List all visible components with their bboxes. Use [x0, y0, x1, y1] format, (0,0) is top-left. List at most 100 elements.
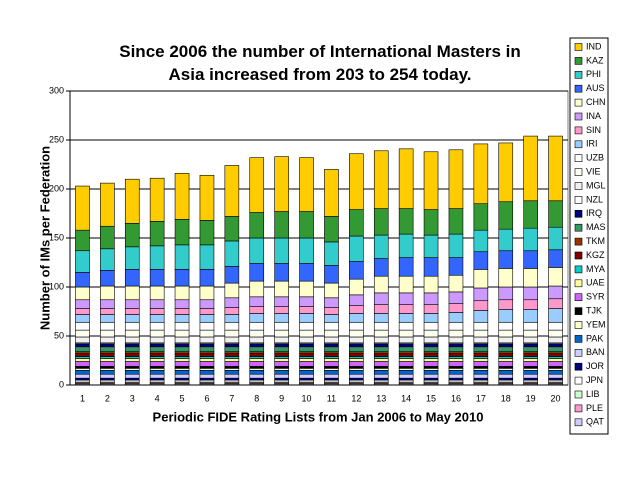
bar-segment: [523, 343, 538, 348]
bar-segment: [349, 261, 364, 280]
bar-segment: [448, 353, 464, 357]
bar-segment: [174, 314, 190, 323]
legend-label: JOR: [586, 361, 605, 371]
bar-segment: [149, 329, 165, 338]
bar-segment: [249, 358, 265, 362]
bar-segment: [548, 343, 563, 348]
legend-swatch: [574, 196, 583, 204]
bar-segment: [349, 321, 364, 331]
y-axis-label: Number of IMs per Federation: [37, 146, 52, 330]
bar-segment: [398, 292, 414, 305]
legend-label: KGZ: [586, 250, 605, 260]
bar-segment: [174, 219, 190, 246]
bar-segment: [75, 373, 90, 379]
bar-segment: [199, 361, 215, 367]
bar-segment: [398, 304, 414, 314]
bar-segment: [373, 346, 389, 352]
bar-segment: [349, 209, 364, 237]
bar-segment: [423, 313, 439, 323]
bar-segment: [274, 346, 289, 352]
legend-label: MGL: [586, 180, 606, 190]
legend-label: JPN: [586, 375, 603, 385]
bar-segment: [473, 336, 489, 344]
bar-segment: [224, 307, 240, 315]
bar-segment: [523, 286, 538, 301]
bar-segment: [100, 369, 115, 375]
bar-segment: [174, 373, 190, 379]
bar-segment: [498, 286, 514, 301]
bar-segment: [249, 361, 265, 367]
bar-segment: [498, 353, 514, 357]
bar-segment: [548, 321, 563, 331]
bar-segment: [398, 233, 414, 258]
bar-segment: [199, 308, 215, 315]
bar-segment: [448, 336, 464, 344]
bar-segment: [100, 373, 115, 379]
bar-segment: [448, 149, 464, 209]
legend-label: TJK: [586, 305, 602, 315]
bar-segment: [224, 369, 240, 375]
bar-segment: [224, 343, 240, 348]
bar-segment: [373, 208, 389, 236]
bar-segment: [349, 369, 364, 375]
bar-segment: [199, 174, 215, 221]
legend-label: MYA: [586, 264, 605, 274]
bar-segment: [324, 307, 339, 315]
bar-segment: [548, 285, 563, 300]
bar-segment: [75, 185, 90, 231]
bar-segment: [274, 263, 289, 282]
bar-segment: [423, 209, 439, 236]
bar-segment: [124, 308, 140, 315]
y-tick-label: 250: [49, 134, 64, 144]
bar-segment: [498, 268, 514, 288]
bar-segment: [249, 313, 265, 323]
bar-segment: [124, 223, 140, 248]
bar-segment: [149, 343, 165, 348]
bar-segment: [473, 321, 489, 331]
legend-swatch: [574, 98, 583, 107]
bar-segment: [548, 200, 563, 228]
x-tick-label: 12: [351, 393, 361, 403]
bar-segment: [174, 173, 190, 220]
bar-segment: [199, 299, 215, 309]
bar-segment: [324, 329, 339, 338]
bar-segment: [498, 142, 514, 203]
bar-segment: [398, 321, 414, 331]
bar-segment: [75, 361, 90, 367]
bar-segment: [274, 369, 289, 375]
bar-segment: [448, 208, 464, 235]
legend-label: PAK: [586, 333, 603, 343]
x-tick-label: 17: [476, 393, 486, 403]
bar-segment: [423, 346, 439, 352]
bar-segment: [523, 358, 538, 362]
bar-segment: [299, 306, 314, 314]
legend-swatch: [574, 418, 583, 427]
bar-segment: [124, 336, 140, 344]
bar-segment: [548, 358, 563, 362]
bar-segment: [398, 358, 414, 362]
bar-segment: [199, 358, 215, 362]
bar-segment: [548, 361, 563, 367]
bar-segment: [349, 343, 364, 348]
bar-segment: [548, 346, 563, 352]
bar-segment: [274, 329, 289, 338]
bar-segment: [174, 329, 190, 338]
bar-segment: [299, 313, 314, 323]
bar-segment: [75, 336, 90, 344]
bar-segment: [373, 292, 389, 305]
bar-segment: [274, 211, 289, 239]
bar-segment: [473, 310, 489, 323]
bar-segment: [299, 157, 314, 212]
bar-segment: [373, 361, 389, 367]
bar-segment: [274, 296, 289, 307]
bar-segment: [149, 245, 165, 270]
x-tick-label: 1: [80, 393, 85, 403]
bar-segment: [149, 361, 165, 367]
bar-segment: [75, 346, 90, 352]
bar-segment: [124, 346, 140, 352]
bar-segment: [423, 373, 439, 379]
bar-segment: [75, 229, 90, 252]
bar-segment: [423, 329, 439, 338]
bar-segment: [274, 237, 289, 264]
